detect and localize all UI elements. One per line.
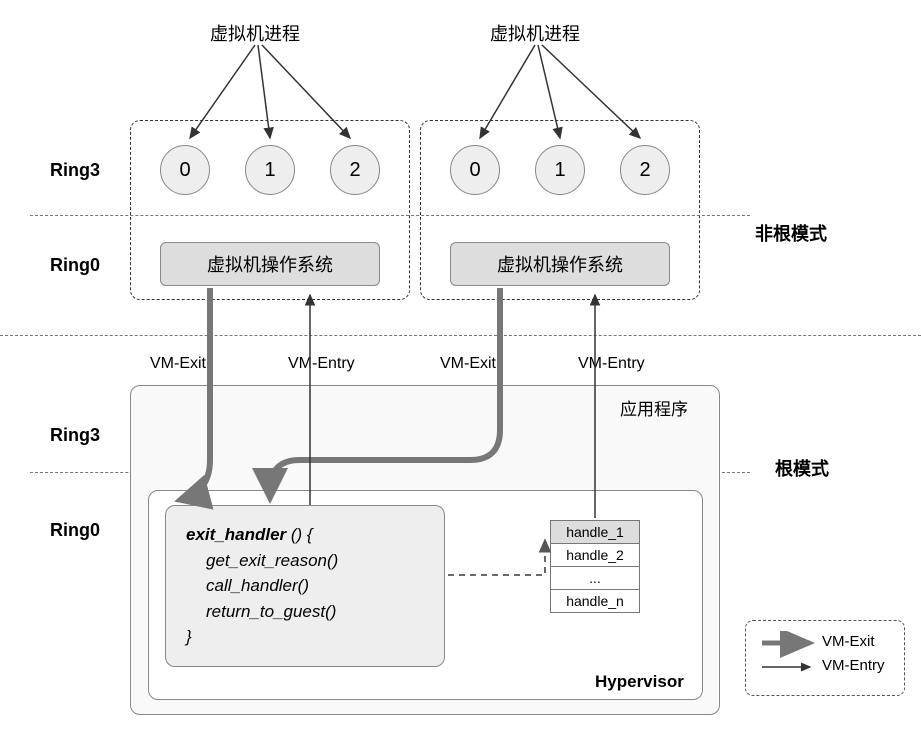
ring0-lower-label: Ring0 bbox=[50, 520, 100, 541]
vm-exit-label-2: VM-Exit bbox=[440, 355, 496, 373]
ring0-upper-label: Ring0 bbox=[50, 255, 100, 276]
vm1-os-box: 虚拟机操作系统 bbox=[160, 242, 380, 286]
vm-exit-label-1: VM-Exit bbox=[150, 355, 206, 373]
legend-entry: VM-Entry bbox=[822, 657, 885, 674]
code-close: } bbox=[186, 624, 424, 650]
app-label: 应用程序 bbox=[620, 395, 688, 420]
vm-process-label-1: 虚拟机进程 bbox=[210, 20, 300, 46]
code-line-3: return_to_guest() bbox=[186, 599, 424, 625]
ring3-lower-label: Ring3 bbox=[50, 425, 100, 446]
vm2-proc-0: 0 bbox=[450, 145, 500, 195]
legend: VM-Exit VM-Entry bbox=[745, 620, 905, 696]
exit-handler-code: exit_handler () { get_exit_reason() call… bbox=[165, 505, 445, 667]
handle-row-4: handle_n bbox=[551, 590, 639, 612]
vm2-os-box: 虚拟机操作系统 bbox=[450, 242, 670, 286]
non-root-mode-label: 非根模式 bbox=[755, 220, 827, 246]
vm-entry-label-2: VM-Entry bbox=[578, 355, 645, 373]
handle-table: handle_1 handle_2 ... handle_n bbox=[550, 520, 640, 613]
code-line-2: call_handler() bbox=[186, 573, 424, 599]
vm1-proc-0: 0 bbox=[160, 145, 210, 195]
vm1-proc-1: 1 bbox=[245, 145, 295, 195]
code-fn-name: exit_handler bbox=[186, 525, 286, 544]
code-open: () { bbox=[286, 525, 312, 544]
hypervisor-label: Hypervisor bbox=[595, 672, 684, 692]
handle-row-3: ... bbox=[551, 567, 639, 590]
mode-divider bbox=[0, 335, 921, 336]
code-line-1: get_exit_reason() bbox=[186, 548, 424, 574]
vm-process-label-2: 虚拟机进程 bbox=[490, 20, 580, 46]
ring3-upper-label: Ring3 bbox=[50, 160, 100, 181]
handle-row-1: handle_1 bbox=[551, 521, 639, 544]
handle-row-2: handle_2 bbox=[551, 544, 639, 567]
vm-entry-label-1: VM-Entry bbox=[288, 355, 355, 373]
vm1-proc-2: 2 bbox=[330, 145, 380, 195]
vm2-proc-1: 1 bbox=[535, 145, 585, 195]
vm2-proc-2: 2 bbox=[620, 145, 670, 195]
legend-exit: VM-Exit bbox=[822, 633, 875, 650]
root-mode-label: 根模式 bbox=[775, 455, 829, 481]
upper-ring-divider bbox=[30, 215, 750, 216]
